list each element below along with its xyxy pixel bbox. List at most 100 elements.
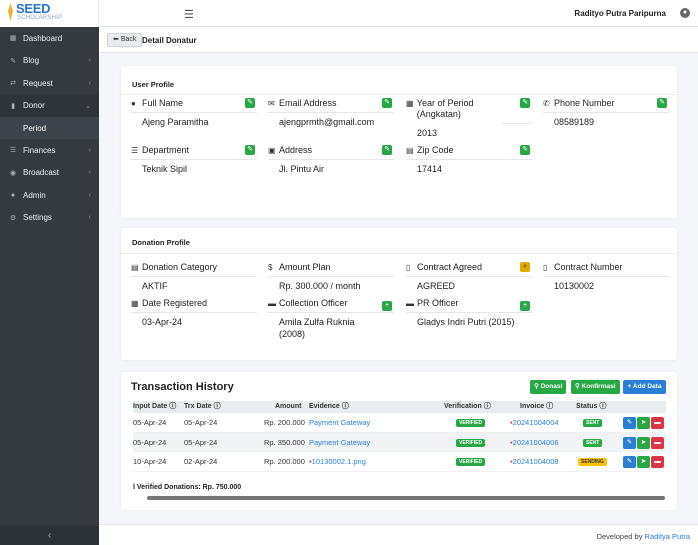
image-icon: ▪ <box>309 457 312 466</box>
chevron-left-icon: ‹ <box>88 169 91 177</box>
user-profile-card: User Profile ● Full Name ✎ Ajeng Paramith… <box>121 66 677 218</box>
edit-button[interactable]: ✎ <box>623 436 636 449</box>
user-name[interactable]: Radityo Putra Paripurna <box>574 9 666 18</box>
sidebar-item-request[interactable]: ⇄ Request ‹ <box>0 72 99 95</box>
back-button[interactable]: ⬅ Back <box>107 33 143 47</box>
donasi-button[interactable]: ⚲ Donasi <box>530 380 567 394</box>
field-pr-officer: ▬ PR Officer + Gladys Indri Putri (2015) <box>406 298 532 328</box>
sidebar-item-finances[interactable]: ☰ Finances ‹ <box>0 139 99 162</box>
chevron-left-icon: ‹ <box>88 79 91 87</box>
file-icon: ▯ <box>543 263 548 272</box>
hamburger-icon[interactable]: ☰ <box>184 9 194 21</box>
edit-button[interactable]: ✎ <box>623 456 636 468</box>
evidence-link[interactable]: Payment Gateway <box>309 418 371 427</box>
briefcase-icon: ▬ <box>268 299 276 308</box>
delete-button[interactable]: ▬ <box>651 436 664 449</box>
sidebar-item-label: Dashboard <box>23 33 63 43</box>
field-email: ✉ Email Address ✎ ajengprmth@gmail.com <box>268 98 394 128</box>
row-actions: ✎ ➤ ▬ <box>623 456 664 468</box>
send-button[interactable]: ➤ <box>637 417 650 429</box>
field-year-of-period: ▦ Year of Period (Angkatan) ✎ 2013 <box>406 98 532 139</box>
transaction-history-title: Transaction History <box>131 381 234 393</box>
gear-icon: ⚙ <box>9 214 17 222</box>
col-input-date[interactable]: Input Date ⓘ <box>133 403 177 410</box>
send-button[interactable]: ➤ <box>637 456 650 468</box>
col-status[interactable]: Status ⓘ <box>576 403 607 410</box>
divider <box>121 253 677 254</box>
send-button[interactable]: ➤ <box>637 436 650 449</box>
add-data-button[interactable]: + Add Data <box>623 380 666 394</box>
horizontal-scrollbar[interactable] <box>147 496 665 500</box>
sidebar-item-dashboard[interactable]: ▦ Dashboard <box>0 27 99 50</box>
add-officer-button[interactable]: + <box>382 301 392 311</box>
sidebar-item-label: Broadcast <box>23 168 60 178</box>
briefcase-icon: ▬ <box>406 299 414 308</box>
field-value: 2013 <box>417 128 438 138</box>
field-amount-plan: $ Amount Plan Rp. 300.000 / month <box>268 262 394 292</box>
sidebar-item-blog[interactable]: ✎ Blog ‹ <box>0 50 99 73</box>
broadcast-icon: ◉ <box>9 169 17 177</box>
col-invoice[interactable]: Invoice ⓘ <box>520 403 554 410</box>
edit-button[interactable]: ✎ <box>245 98 255 108</box>
divider <box>268 312 394 313</box>
chevron-left-icon: ‹ <box>88 214 91 222</box>
donasi-label: Donasi <box>540 383 563 390</box>
col-trx-date[interactable]: Trx Date ⓘ <box>184 403 221 410</box>
zip-icon: ▤ <box>406 146 414 155</box>
search-button[interactable]: ⌕ <box>520 262 530 272</box>
konfirmasi-label: Konfirmasi <box>581 383 616 390</box>
field-value: Rp. 300.000 / month <box>279 281 361 291</box>
field-date-registered: ▦ Date Registered 03-Apr-24 <box>131 298 257 328</box>
calendar-icon: ▦ <box>131 299 139 308</box>
invoice-link[interactable]: ▪20241004008 <box>510 457 559 466</box>
konfirmasi-button[interactable]: ⚲ Konfirmasi <box>571 380 620 394</box>
divider <box>131 159 257 160</box>
field-label: Address <box>279 145 313 155</box>
sidebar-item-settings[interactable]: ⚙ Settings ‹ <box>0 207 99 230</box>
user-circle-icon[interactable]: ● <box>680 8 690 18</box>
add-pr-officer-button[interactable]: + <box>520 301 530 311</box>
sidebar-item-broadcast[interactable]: ◉ Broadcast ‹ <box>0 162 99 185</box>
col-evidence[interactable]: Evidence ⓘ <box>309 403 349 410</box>
invoice-link[interactable]: ▪20241004004 <box>510 418 559 427</box>
cell-amount: Rp. 350.000 <box>264 437 305 447</box>
sidebar-item-admin[interactable]: ● Admin ‹ <box>0 184 99 207</box>
cell-verification: VERIFIED <box>456 433 486 452</box>
sidebar-item-period[interactable]: Period <box>0 117 99 139</box>
cell-status: SENT <box>583 413 603 432</box>
edit-button[interactable]: ✎ <box>657 98 667 108</box>
field-value: Amila Zulfa Ruknia (2008) <box>279 317 355 339</box>
info-icon: ⓘ <box>546 403 554 410</box>
field-donation-category: ▤ Donation Category AKTIF <box>131 262 257 292</box>
sidebar-item-label: Settings <box>23 213 52 223</box>
edit-button[interactable]: ✎ <box>382 145 392 155</box>
evidence-link[interactable]: Payment Gateway <box>309 437 371 447</box>
sidebar-item-donor[interactable]: ▮ Donor ⌄ <box>0 94 99 117</box>
verified-badge: VERIFIED <box>456 438 486 447</box>
footer-author-link[interactable]: Raditya Putra <box>644 532 690 541</box>
sidebar-menu: ▦ Dashboard ✎ Blog ‹ ⇄ Request ‹ ▮ Donor ⌄ Peri… <box>0 27 99 229</box>
brand[interactable]: SEED SCHOLARSHIP <box>0 0 99 27</box>
edit-button[interactable]: ✎ <box>520 145 530 155</box>
field-value: AGREED <box>417 281 456 291</box>
edit-button[interactable]: ✎ <box>382 98 392 108</box>
edit-button[interactable]: ✎ <box>245 145 255 155</box>
delete-button[interactable]: ▬ <box>651 456 664 468</box>
dashboard-icon: ▦ <box>9 35 17 43</box>
envelope-icon: ✉ <box>268 99 275 108</box>
col-verification[interactable]: Verification ⓘ <box>444 403 491 410</box>
delete-button[interactable]: ▬ <box>651 417 664 429</box>
edit-button[interactable]: ✎ <box>520 98 530 108</box>
invoice-link[interactable]: ▪20241004006 <box>510 437 559 447</box>
cell-input-date: 10-Apr-24 <box>133 457 167 466</box>
category-icon: ▤ <box>131 263 139 272</box>
evidence-link[interactable]: ▪10130002.1.png <box>309 457 366 466</box>
table-header: Input Date ⓘ Trx Date ⓘ Amount Evidence … <box>133 401 666 413</box>
edit-button[interactable]: ✎ <box>623 417 636 429</box>
field-zip-code: ▤ Zip Code ✎ 17414 <box>406 145 532 175</box>
sidebar-collapse-button[interactable]: ‹ <box>0 526 99 545</box>
col-amount[interactable]: Amount <box>275 403 302 410</box>
brand-subtitle: SCHOLARSHIP <box>17 15 63 21</box>
field-contract-number: ▯ Contract Number 10130002 <box>543 262 669 292</box>
field-address: ▣ Address ✎ Jl. Pintu Air <box>268 145 394 175</box>
